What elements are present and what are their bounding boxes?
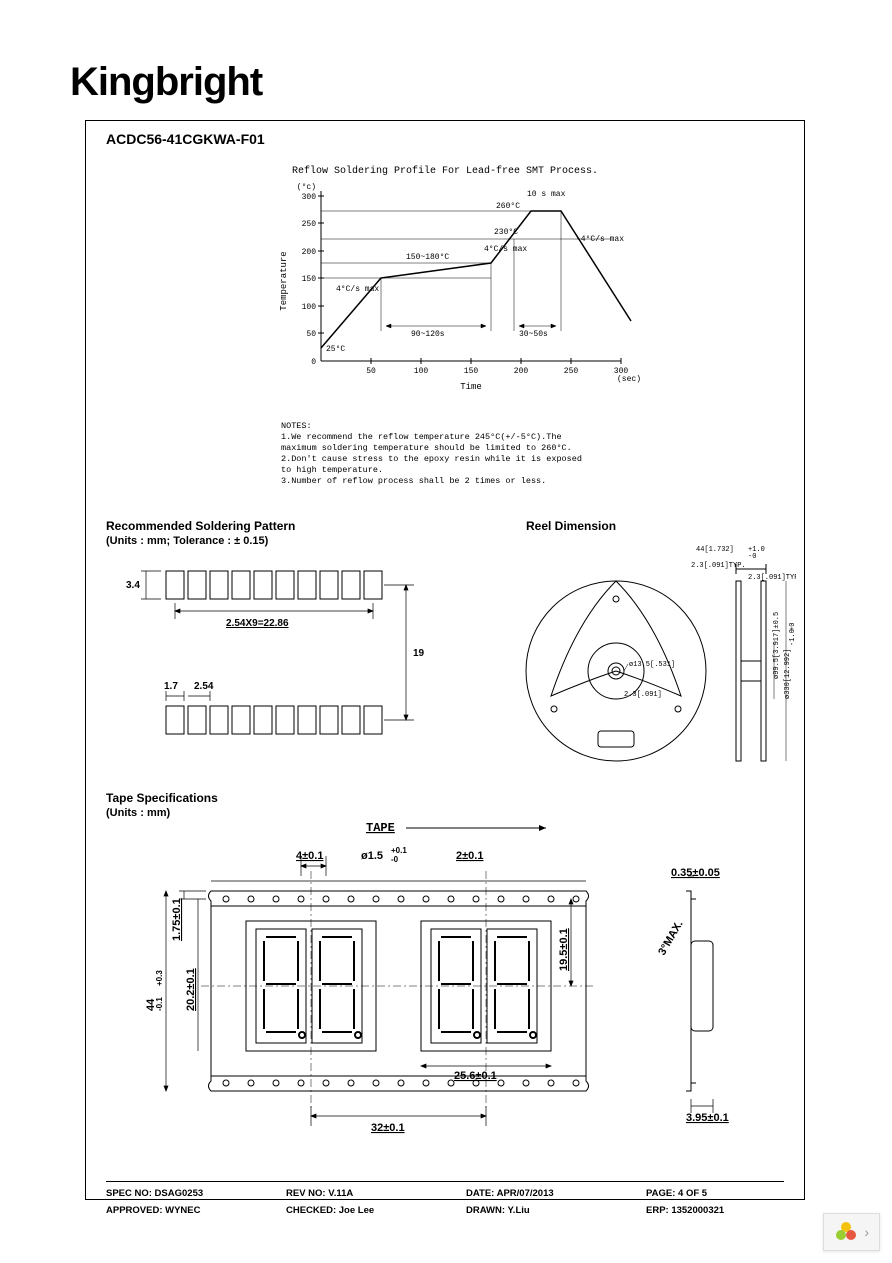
- svg-text:3°MAX.: 3°MAX.: [656, 919, 685, 958]
- svg-text:19.5±0.1: 19.5±0.1: [558, 928, 570, 971]
- svg-text:250: 250: [302, 220, 317, 229]
- svg-text:2.54: 2.54: [194, 681, 214, 692]
- svg-text:300: 300: [302, 193, 317, 202]
- svg-text:-1.0: -1.0: [789, 629, 796, 646]
- svg-text:-0.1: -0.1: [155, 997, 164, 1011]
- svg-text:25.6±0.1: 25.6±0.1: [454, 1070, 497, 1082]
- svg-text:200: 200: [514, 367, 529, 376]
- svg-text:100: 100: [302, 303, 317, 312]
- svg-text:2±0.1: 2±0.1: [456, 850, 483, 862]
- reflow-notes: NOTES: 1.We recommend the reflow tempera…: [281, 421, 651, 487]
- svg-text:0.35±0.05: 0.35±0.05: [671, 867, 720, 879]
- ramp1: 4°C/s max: [336, 285, 379, 294]
- svg-text:50: 50: [366, 367, 376, 376]
- svg-text:20.2±0.1: 20.2±0.1: [185, 968, 197, 1011]
- rev-no: REV NO: V.11A: [286, 1188, 406, 1199]
- soldering-pattern-drawing: 3.4 2.54X9=22.86 19 1.7 2.54: [116, 541, 456, 771]
- footer-block: SPEC NO: DSAG0253 REV NO: V.11A DATE: AP…: [106, 1181, 784, 1222]
- svg-text:2.54X9=22.86: 2.54X9=22.86: [226, 618, 289, 629]
- svg-text:Temperature: Temperature: [279, 251, 289, 310]
- page-no: PAGE: 4 OF 5: [646, 1188, 766, 1199]
- svg-text:19: 19: [413, 648, 425, 659]
- svg-text:150: 150: [464, 367, 479, 376]
- datasheet-page: Kingbright ACDC56-41CGKWA-F01 Reflow Sol…: [0, 0, 892, 1263]
- svg-text:1.7: 1.7: [164, 681, 178, 692]
- cooldown: -4°C/s max: [576, 235, 624, 244]
- date: DATE: APR/07/2013: [466, 1188, 586, 1199]
- tape-drawing: TAPE: [116, 811, 776, 1151]
- svg-text:Time: Time: [460, 382, 482, 392]
- spec-no: SPEC NO: DSAG0253: [106, 1188, 226, 1199]
- approved: APPROVED: WYNEC: [106, 1205, 226, 1216]
- start-temp: 25°C: [326, 345, 345, 354]
- svg-text:200: 200: [302, 248, 317, 257]
- soldering-pattern-title: Recommended Soldering Pattern: [106, 519, 295, 533]
- erp: ERP: 1352000321: [646, 1205, 766, 1216]
- svg-text:-0: -0: [748, 553, 756, 561]
- checked: CHECKED: Joe Lee: [286, 1205, 406, 1216]
- svg-text:ø1.5: ø1.5: [361, 850, 383, 862]
- chevron-right-icon: ›: [864, 1224, 869, 1240]
- svg-text:1.75±0.1: 1.75±0.1: [171, 898, 183, 941]
- svg-text:4±0.1: 4±0.1: [296, 850, 323, 862]
- peak-time: 10 s max: [527, 190, 566, 199]
- svg-text:+0.3: +0.3: [155, 970, 164, 986]
- svg-text:2.3[.091]: 2.3[.091]: [624, 691, 662, 699]
- reflow-chart-title: Reflow Soldering Profile For Lead-free S…: [86, 166, 804, 177]
- peak: 260°C: [496, 202, 520, 211]
- soak-time: 90~120s: [411, 330, 445, 339]
- svg-text:+0.1: +0.1: [391, 846, 407, 855]
- svg-text:(°c): (°c): [297, 183, 316, 192]
- svg-text:3.95±0.1: 3.95±0.1: [686, 1112, 729, 1124]
- svg-text:50: 50: [306, 330, 316, 339]
- part-number: ACDC56-41CGKWA-F01: [106, 131, 265, 147]
- reflow-chart: 0 50 100 150 200 250 300 (°c) 50 100 150 20…: [271, 181, 651, 411]
- soak-range: 150~180°C: [406, 253, 449, 262]
- cool-time: 30~50s: [519, 330, 548, 339]
- svg-text:0: 0: [311, 358, 316, 367]
- drawn: DRAWN: Y.Liu: [466, 1205, 586, 1216]
- svg-text:100: 100: [414, 367, 429, 376]
- reel-drawing: 44[1.732]+1.0-0 2.3[.091]TYP. 2.3[.091]T…: [516, 531, 796, 781]
- svg-text:44[1.732]: 44[1.732]: [696, 546, 734, 554]
- svg-text:150: 150: [302, 275, 317, 284]
- svg-text:2.3[.091]TYP.: 2.3[.091]TYP.: [691, 562, 746, 570]
- viewer-widget[interactable]: ›: [823, 1213, 880, 1251]
- pre-peak: 230°C: [494, 228, 518, 237]
- svg-text:TAPE: TAPE: [366, 821, 395, 835]
- tape-title: Tape Specifications: [106, 791, 218, 805]
- svg-text:250: 250: [564, 367, 579, 376]
- svg-text:2.3[.091]TYP.: 2.3[.091]TYP.: [748, 574, 796, 582]
- svg-text:ø13.5[.531]: ø13.5[.531]: [629, 661, 675, 669]
- content-frame: ACDC56-41CGKWA-F01 Reflow Soldering Prof…: [85, 120, 805, 1200]
- svg-text:ø330[12.992]: ø330[12.992]: [784, 649, 792, 699]
- svg-text:3.4: 3.4: [126, 580, 140, 591]
- brand-logo: Kingbright: [70, 60, 262, 105]
- svg-text:-0: -0: [391, 855, 399, 864]
- svg-text:(sec): (sec): [617, 375, 641, 384]
- svg-text:32±0.1: 32±0.1: [371, 1122, 405, 1134]
- flower-icon: [834, 1220, 858, 1244]
- ramp2: 4°C/s max: [484, 245, 527, 254]
